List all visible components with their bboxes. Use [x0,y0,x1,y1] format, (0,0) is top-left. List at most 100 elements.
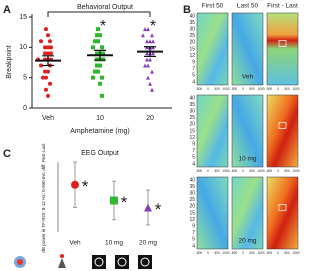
significance-star: * [150,18,156,35]
column-header: Last 50 [237,3,259,10]
marker [44,75,48,80]
y-tick-label: 25 [189,115,195,121]
x-tick-label: 1000 [222,169,229,173]
marker [148,57,152,62]
marker [110,196,118,205]
x-tick-label: 1000 [292,251,299,255]
marker [49,45,53,50]
y-tick-label: 0 [23,105,27,112]
x-tick-label: -500 [231,169,238,173]
error-bar [144,46,156,58]
significance-star: * [82,177,89,196]
x-tick-label: 1000 [257,251,264,255]
y-tick-label: 25 [189,33,195,39]
figure: B First 50 Last 50 First - Last-500 0 500 1000… [3,3,300,269]
y-tick-label: 35 [189,20,195,26]
y-tick-label: 7 [192,148,195,154]
heatmap [266,94,299,168]
y-tick-label: 20 [189,204,195,210]
y-tick-label: 35 [189,102,195,108]
marker [98,63,102,68]
x-tick-label: 20 mg [139,240,157,247]
significance-star: * [155,200,162,219]
x-tick-label: 500 [249,251,255,255]
y-tick-label: 20 [189,122,195,128]
icon [94,257,104,267]
marker [146,63,150,68]
heatmap [266,176,299,250]
marker [150,69,154,74]
x-tick-label: 500 [214,251,220,255]
x-tick-label: -500 [266,251,273,255]
y-tick-label: 25 [189,197,195,203]
heatmap [266,12,299,86]
x-tick-label: 0 [207,251,209,255]
y-tick-label: 5 [192,73,195,79]
marker [44,87,48,92]
icon [115,255,129,269]
marker [95,57,99,62]
x-tick-label: 1000 [222,251,229,255]
x-tick-label: 1000 [257,169,264,173]
x-tick-label: 0 [207,87,209,91]
y-tick-label: 15 [189,210,195,216]
marker [46,45,50,50]
x-tick-label: 0 [242,87,244,91]
icon [92,255,106,269]
y-tick-label: 7 [192,230,195,236]
y-tick-label: 9 [192,142,195,148]
y-axis-label: Breakpoint [6,45,13,79]
row-label: Veh [242,74,254,81]
marker [151,39,155,44]
heatmap-panel: B First 50 Last 50 First - Last-500 0 500 1000… [183,3,300,255]
panel-label: C [3,148,11,160]
marker [145,57,149,62]
x-tick-label: 0 [277,251,279,255]
roi-box [278,40,287,47]
row-label: 20 mg [238,238,256,245]
marker [93,39,97,44]
x-tick-label: 500 [214,169,220,173]
x-tick-label: 500 [214,87,220,91]
roi-box [278,204,287,211]
y-tick-label: 9 [192,224,195,230]
marker [150,87,154,92]
x-tick-label: Veh [69,240,81,247]
marker [101,57,105,62]
x-tick-label: 20 [146,115,154,122]
marker [141,33,145,38]
x-tick-label: 1000 [222,87,229,91]
x-tick-label: 1000 [292,87,299,91]
heatmap [231,176,264,250]
icon [58,258,66,268]
x-tick-label: -500 [231,87,238,91]
icon [138,255,152,269]
marker [148,81,152,86]
chart-title: EEG Output [81,150,119,157]
x-tick-label: 0 [277,87,279,91]
x-tick-label: 10 mg [105,240,123,247]
marker [95,51,99,56]
y-tick-label: 15 [189,46,195,52]
marker [46,69,50,74]
marker [100,93,104,98]
x-tick-label: 1000 [257,87,264,91]
marker [46,93,50,98]
x-tick-label: 0 [242,169,244,173]
marker [95,63,99,68]
marker [48,39,52,44]
marker [96,69,100,74]
y-tick-label: 4 [192,161,195,167]
marker [148,39,152,44]
chart-title: Behavioral Output [77,4,133,11]
marker [95,33,99,38]
marker [96,39,100,44]
x-tick-label: 0 [242,251,244,255]
panel-label: A [3,4,11,16]
icon [17,259,23,265]
y-tick-label: 9 [192,60,195,66]
marker [143,27,147,32]
icon [140,257,150,267]
y-tick-label: 15 [189,128,195,134]
y-tick-label: 35 [189,184,195,190]
